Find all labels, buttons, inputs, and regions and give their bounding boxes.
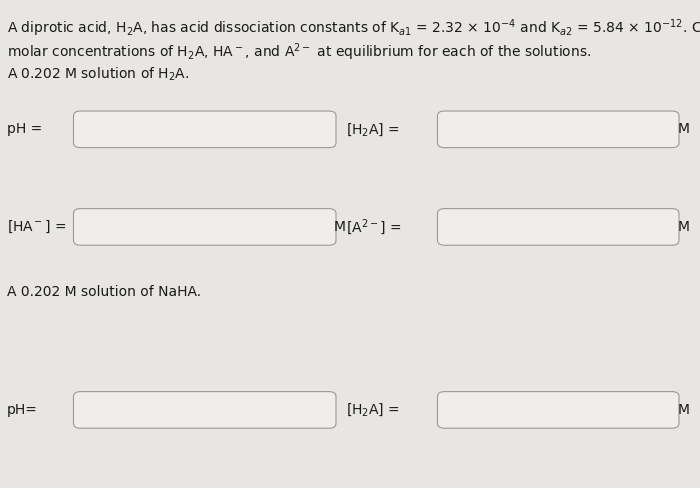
FancyBboxPatch shape xyxy=(438,111,679,147)
FancyBboxPatch shape xyxy=(74,391,336,428)
Text: [H$_2$A] =: [H$_2$A] = xyxy=(346,121,400,138)
Text: [H$_2$A] =: [H$_2$A] = xyxy=(346,402,400,418)
Text: molar concentrations of H$_2$A, HA$^-$, and A$^{2-}$ at equilibrium for each of : molar concentrations of H$_2$A, HA$^-$, … xyxy=(7,41,592,63)
Text: M: M xyxy=(678,220,690,234)
Text: pH=: pH= xyxy=(7,403,38,417)
Text: M: M xyxy=(333,220,345,234)
FancyBboxPatch shape xyxy=(438,209,679,245)
Text: M: M xyxy=(678,122,690,136)
Text: pH =: pH = xyxy=(7,122,42,136)
FancyBboxPatch shape xyxy=(74,111,336,147)
Text: [A$^{2-}$] =: [A$^{2-}$] = xyxy=(346,217,402,237)
Text: M: M xyxy=(678,403,690,417)
Text: A 0.202 M solution of NaHA.: A 0.202 M solution of NaHA. xyxy=(7,285,201,300)
Text: A diprotic acid, H$_2$A, has acid dissociation constants of K$_{a1}$ = 2.32 × 10: A diprotic acid, H$_2$A, has acid dissoc… xyxy=(7,17,700,39)
Text: A 0.202 M solution of H$_2$A.: A 0.202 M solution of H$_2$A. xyxy=(7,66,189,83)
Text: [HA$^-$] =: [HA$^-$] = xyxy=(7,219,66,235)
FancyBboxPatch shape xyxy=(74,209,336,245)
FancyBboxPatch shape xyxy=(438,391,679,428)
